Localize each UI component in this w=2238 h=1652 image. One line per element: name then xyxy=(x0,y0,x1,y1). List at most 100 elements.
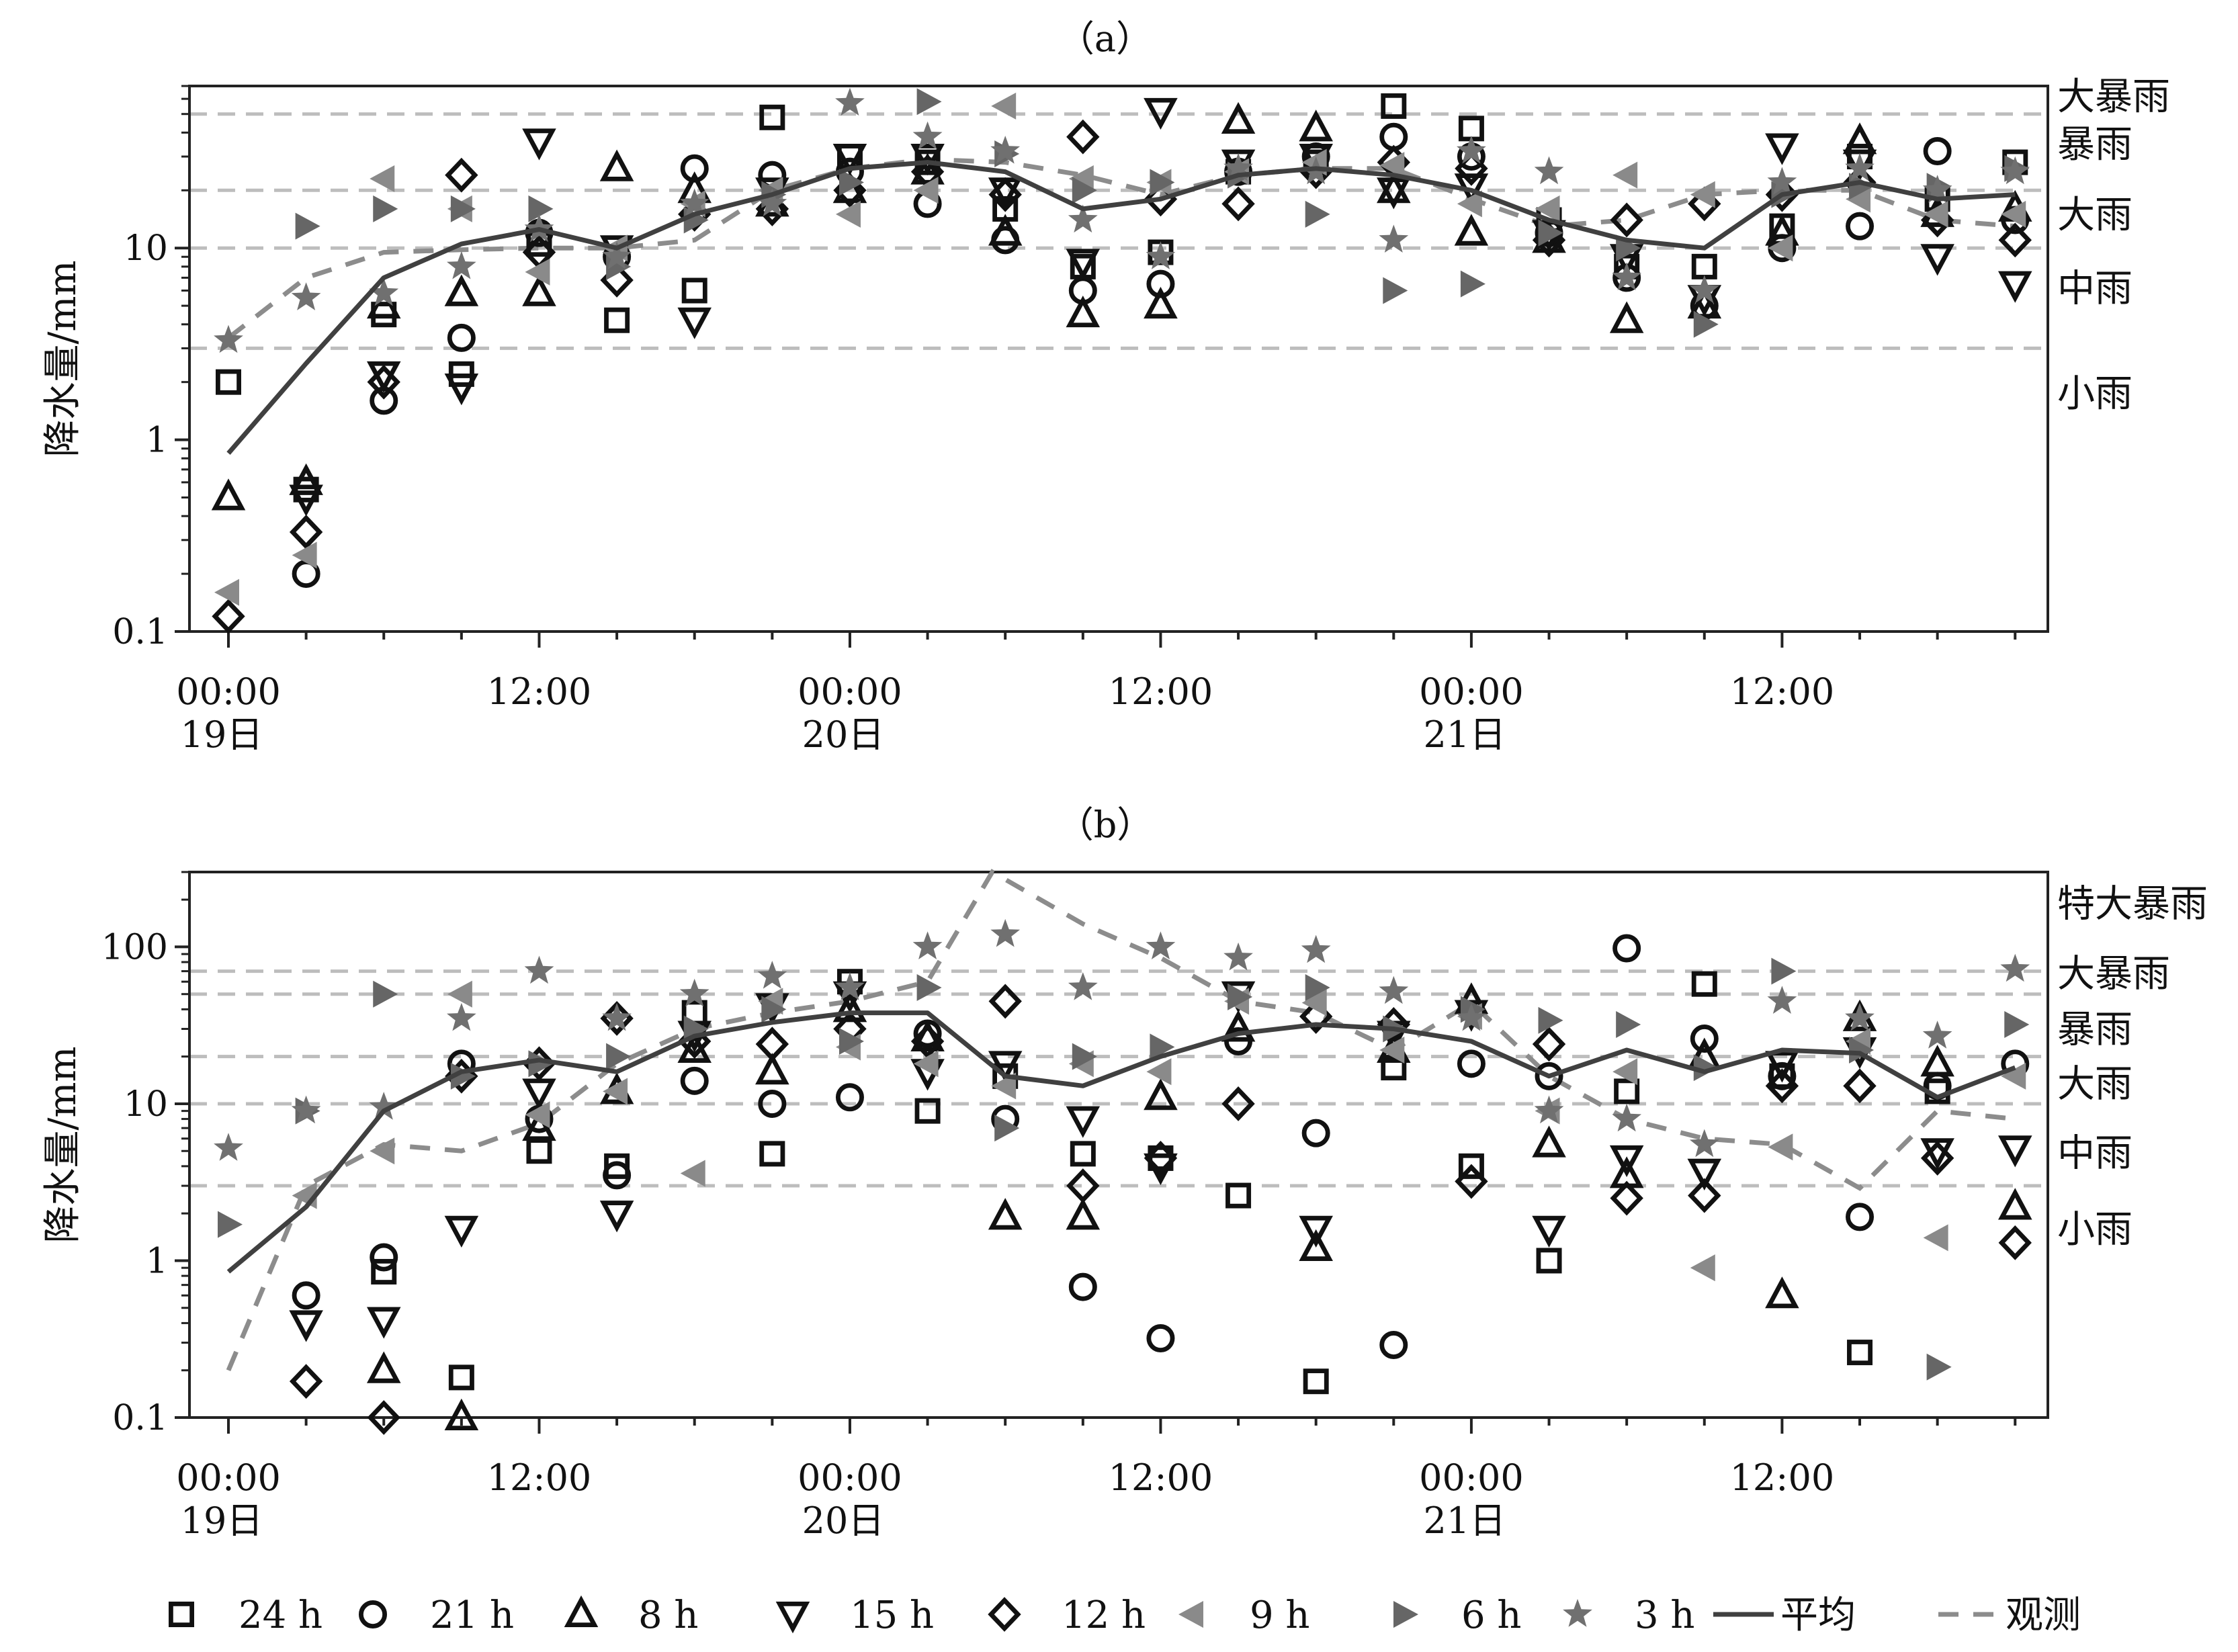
observation-line xyxy=(226,869,2016,1372)
point-12h xyxy=(367,1400,400,1435)
point-24h xyxy=(1381,93,1407,119)
point-3h xyxy=(1845,153,1875,181)
point-9h xyxy=(991,1072,1017,1100)
point-21h xyxy=(835,1083,864,1112)
point-3h xyxy=(2000,156,2030,185)
point-24h xyxy=(604,307,630,333)
point-8h xyxy=(1221,101,1256,134)
series-15h xyxy=(289,981,2032,1342)
point-15h xyxy=(1765,1051,1799,1083)
point-8h xyxy=(366,1351,401,1383)
point-24h xyxy=(1691,253,1717,279)
point-12h xyxy=(1221,186,1255,222)
point-3h xyxy=(1767,167,1797,195)
point-6h xyxy=(528,1050,554,1078)
legend-marker-8h xyxy=(564,1595,599,1628)
point-9h xyxy=(1690,1254,1715,1282)
point-12h xyxy=(1765,1068,1799,1104)
point-15h xyxy=(1066,1106,1101,1138)
legend-marker-21h xyxy=(359,1600,388,1628)
point-6h xyxy=(1538,1006,1563,1034)
point-12h xyxy=(1920,1141,1954,1176)
legend-marker-9h xyxy=(1178,1601,1203,1628)
rain-category-label: 大雨 xyxy=(2057,1063,2133,1106)
point-24h xyxy=(914,1098,941,1124)
point-6h xyxy=(1538,219,1563,247)
rain-category-label: 暴雨 xyxy=(2057,1008,2133,1052)
legend-label: 9 h xyxy=(1250,1594,1310,1637)
point-6h xyxy=(1460,270,1486,298)
point-3h xyxy=(1689,1129,1719,1158)
point-12h xyxy=(1455,150,1488,186)
point-9h xyxy=(1768,1133,1793,1161)
point-9h xyxy=(680,1160,705,1187)
point-6h xyxy=(1693,310,1719,338)
y-tick-label: 10 xyxy=(124,1084,168,1125)
observation-line xyxy=(226,157,2016,340)
rain-category-label: 大暴雨 xyxy=(2057,75,2170,119)
point-6h xyxy=(295,212,320,240)
point-24h xyxy=(448,1364,474,1391)
rain-category-label: 大暴雨 xyxy=(2057,953,2170,996)
point-9h xyxy=(1846,185,1871,213)
point-3h xyxy=(835,972,865,1000)
series-3h xyxy=(214,918,2030,1161)
point-3h xyxy=(679,188,709,216)
point-9h xyxy=(1923,200,1948,228)
rain-category-label: 特大暴雨 xyxy=(2057,882,2208,926)
point-15h xyxy=(1144,97,1178,130)
point-21h xyxy=(1846,1203,1875,1231)
point-3h xyxy=(1146,931,1176,959)
point-3h xyxy=(1068,972,1098,1000)
legend-marker-15h xyxy=(775,1601,810,1634)
point-8h xyxy=(910,153,945,185)
point-3h xyxy=(291,1095,321,1124)
point-21h xyxy=(1379,1331,1408,1360)
point-9h xyxy=(1923,1224,1948,1252)
x-tick-label: 12:00 xyxy=(1109,1457,1213,1499)
point-3h xyxy=(1689,275,1719,304)
rain-category-label: 小雨 xyxy=(2057,372,2133,416)
point-15h xyxy=(910,144,945,176)
point-9h xyxy=(1146,1058,1172,1086)
point-21h xyxy=(758,1089,787,1118)
point-9h xyxy=(370,1137,395,1165)
legend-label: 12 h xyxy=(1062,1594,1146,1637)
point-6h xyxy=(994,1115,1020,1142)
point-6h xyxy=(1616,1010,1641,1038)
point-12h xyxy=(445,157,478,193)
point-12h xyxy=(755,1027,789,1062)
point-3h xyxy=(369,1092,399,1120)
y-tick-label: 1 xyxy=(146,421,168,461)
legend-marker-3h xyxy=(1563,1599,1592,1627)
point-3h xyxy=(1379,224,1409,253)
point-24h xyxy=(215,369,241,395)
point-21h xyxy=(1846,212,1875,241)
point-15h xyxy=(1066,249,1101,281)
x-day-label: 21日 xyxy=(1424,713,1506,756)
legend-label: 15 h xyxy=(850,1594,934,1637)
point-9h xyxy=(1379,152,1405,179)
point-12h xyxy=(988,177,1022,212)
point-3h xyxy=(1379,975,1409,1004)
plot-frame xyxy=(188,85,2049,633)
rain-category-label: 大雨 xyxy=(2057,193,2133,237)
point-15h xyxy=(1920,244,1954,276)
point-8h xyxy=(988,1198,1023,1230)
series-12h xyxy=(212,119,2032,634)
point-3h xyxy=(912,931,943,959)
point-21h xyxy=(370,1243,398,1272)
point-8h xyxy=(1066,1198,1101,1230)
point-3h xyxy=(1845,1002,1875,1031)
point-9h xyxy=(2001,200,2026,228)
chart-legend: 24 h 21 h 8 h 15 h 12 h 9 h 6 h 3 h 平均 观测 xyxy=(168,1594,2081,1637)
point-8h xyxy=(755,1053,789,1085)
legend-label: 6 h xyxy=(1461,1594,1522,1637)
point-15h xyxy=(444,1215,479,1248)
x-day-label: 21日 xyxy=(1424,1499,1506,1542)
x-tick-label: 00:00 xyxy=(176,670,281,713)
point-3h xyxy=(835,87,865,116)
point-6h xyxy=(1305,200,1330,228)
point-8h xyxy=(599,149,634,181)
rain-category-label: 小雨 xyxy=(2057,1208,2133,1252)
